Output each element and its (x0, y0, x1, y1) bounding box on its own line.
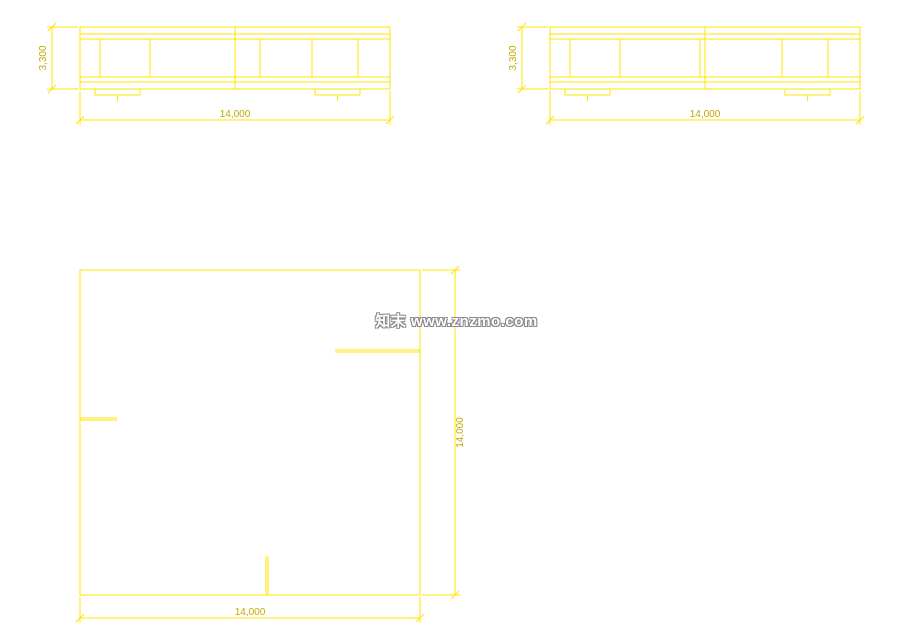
svg-text:3,300: 3,300 (38, 45, 49, 70)
svg-text:14,000: 14,000 (235, 607, 266, 618)
svg-text:14,000: 14,000 (220, 109, 251, 120)
elevation-left: 14,000 3,300 (38, 23, 394, 125)
svg-text:14,000: 14,000 (455, 417, 466, 448)
elevation-right: 14,000 3,300 (508, 23, 864, 125)
drawing-canvas: 14,000 3,300 14,000 3,300 14,000 14,000 (0, 0, 913, 642)
plan-view: 14,000 14,000 (76, 266, 466, 623)
svg-text:14,000: 14,000 (690, 109, 721, 120)
svg-text:3,300: 3,300 (508, 45, 519, 70)
